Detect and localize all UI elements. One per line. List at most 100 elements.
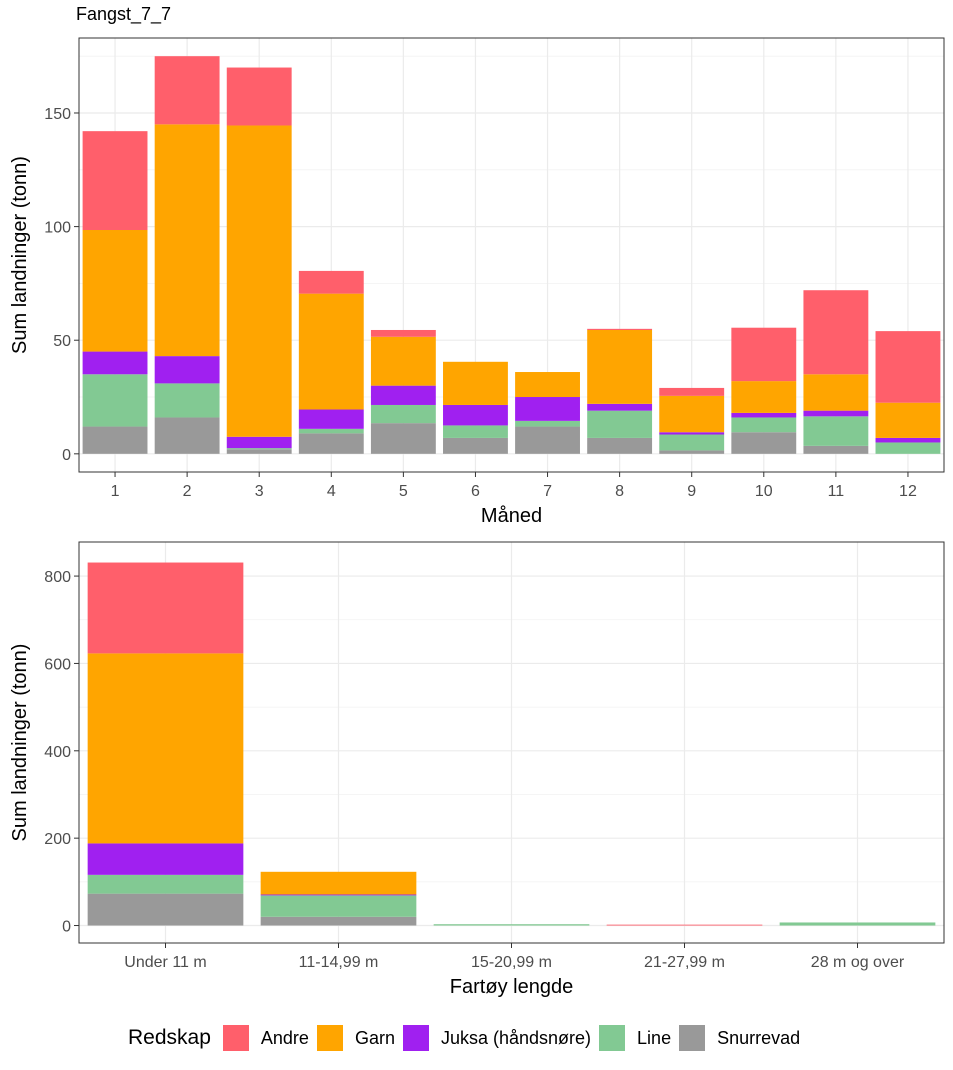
bar-segment-andre-2 (154, 56, 220, 125)
bar-segment-garn-6 (443, 361, 508, 405)
bar-segment-garn-under-11-m (87, 653, 244, 844)
x-tick-label: 1 (111, 483, 120, 500)
x-axis-label: Måned (481, 505, 542, 527)
legend-label-juksa: Juksa (håndsnøre) (440, 1027, 592, 1048)
x-tick-label: 4 (327, 483, 336, 500)
legend-item-juksa: Juksa (håndsnøre) (402, 1025, 592, 1051)
bar-segment-juksa-h-ndsn-re-7 (515, 397, 580, 421)
bar-segment-line-under-11-m (87, 874, 244, 894)
x-tick-label: 11 (828, 483, 845, 500)
legend-swatch-juksa (402, 1025, 429, 1051)
legend-label-garn: Garn (354, 1027, 395, 1048)
bar-segment-snurrevad-7 (515, 426, 580, 454)
x-tick-label: 9 (687, 483, 696, 500)
bar-segment-juksa-h-ndsn-re-4 (298, 409, 364, 429)
bar-segment-line-7 (515, 420, 580, 427)
bar-segment-line-11 (803, 416, 869, 446)
legend-swatch-snurrevad (679, 1025, 706, 1051)
x-tick-label: 7 (543, 483, 552, 500)
panel-border (78, 37, 945, 473)
bar-segment-juksa-h-ndsn-re-11-14-99-m (260, 894, 417, 896)
bar-segment-juksa-h-ndsn-re-10 (731, 412, 797, 418)
bar-segment-line-5 (370, 404, 436, 424)
x-axis-label: Fartøy lengde (450, 976, 573, 998)
bar-segment-juksa-h-ndsn-re-2 (154, 356, 220, 384)
bar-segment-garn-3 (226, 125, 292, 437)
bar-segment-garn-12 (875, 402, 941, 438)
bar-segment-juksa-h-ndsn-re-under-11-m (87, 843, 244, 875)
x-tick-label: 15-20,99 m (471, 954, 552, 971)
bar-segment-snurrevad-2 (154, 417, 220, 454)
bar-segment-garn-4 (298, 293, 364, 410)
x-tick-label: 5 (399, 483, 408, 500)
bar-segment-garn-8 (587, 329, 653, 404)
bar-segment-andre-1 (82, 131, 148, 231)
bar-segment-andre-11 (803, 290, 869, 375)
bar-segment-line-2 (154, 383, 220, 418)
bar-segment-snurrevad-4 (298, 433, 364, 454)
legend-item-line: Line (599, 1025, 671, 1051)
bar-segment-garn-7 (515, 372, 580, 398)
bar-segment-garn-10 (731, 381, 797, 413)
y-tick-label: 600 (44, 656, 71, 673)
legend-label-line: Line (637, 1027, 672, 1048)
bar-segment-snurrevad-6 (443, 437, 508, 454)
legend-swatch-garn (316, 1025, 343, 1051)
y-tick-label: 400 (44, 744, 71, 761)
bar-segment-garn-1 (82, 230, 148, 352)
y-tick-label: 0 (62, 919, 71, 936)
y-tick-label: 100 (44, 220, 71, 237)
bar-segment-line-10 (731, 417, 797, 433)
bar-segment-juksa-h-ndsn-re-6 (443, 404, 508, 426)
bar-segment-andre-10 (731, 327, 797, 382)
x-tick-label: 6 (471, 483, 480, 500)
bar-segment-juksa-h-ndsn-re-5 (370, 385, 436, 405)
y-axis-label: Sum landninger (tonn) (9, 156, 31, 354)
x-tick-label: Under 11 m (124, 954, 206, 971)
bar-segment-garn-5 (370, 336, 436, 386)
legend-item-andre: Andre (222, 1025, 309, 1051)
bar-segment-line-4 (298, 428, 364, 434)
legend-title: Redskap (128, 1026, 211, 1049)
bar-segment-andre-9 (659, 387, 725, 396)
bar-segment-snurrevad-8 (587, 437, 653, 454)
bar-segment-line-11-14-99-m (260, 895, 417, 917)
bar-segment-line-9 (659, 434, 725, 451)
x-tick-label: 2 (183, 483, 192, 500)
plot-panel (79, 38, 944, 472)
bar-segment-andre-21-27-99-m (606, 924, 763, 926)
bar-segment-andre-under-11-m (87, 562, 244, 654)
legend-swatch-andre (222, 1025, 249, 1051)
y-tick-label: 50 (53, 333, 71, 350)
bar-segment-snurrevad-11 (803, 445, 869, 454)
bar-segment-snurrevad-5 (370, 423, 436, 454)
bar-segment-andre-8 (587, 328, 653, 330)
bar-segment-andre-4 (298, 270, 364, 294)
y-tick-label: 800 (44, 569, 71, 586)
x-tick-label: 11-14,99 m (299, 954, 379, 971)
bar-segment-juksa-h-ndsn-re-9 (659, 432, 725, 435)
legend-label-snurrevad: Snurrevad (717, 1027, 801, 1048)
bar-segment-line-3 (226, 448, 292, 450)
bar-segment-line-1 (82, 374, 148, 427)
bar-segment-juksa-h-ndsn-re-3 (226, 436, 292, 449)
legend-label-andre: Andre (260, 1027, 309, 1048)
bar-segment-garn-9 (659, 395, 725, 433)
y-tick-label: 150 (44, 106, 71, 123)
bar-segment-line-15-20-99-m (433, 924, 590, 926)
bar-segment-snurrevad-1 (82, 426, 148, 454)
legend: Redskap Andre Garn Juksa (håndsnøre) Lin… (128, 1020, 808, 1056)
y-tick-label: 200 (44, 831, 71, 848)
x-tick-label: 8 (615, 483, 624, 500)
x-tick-label: 3 (255, 483, 264, 500)
bar-segment-garn-2 (154, 124, 220, 357)
bar-segment-line-6 (443, 425, 508, 438)
bar-segment-snurrevad-9 (659, 450, 725, 454)
x-tick-label: 21-27,99 m (644, 954, 725, 971)
bar-segment-snurrevad-3 (226, 449, 292, 454)
bar-segment-line-8 (587, 410, 653, 438)
x-tick-label: 28 m og over (811, 954, 905, 971)
chart-by-vessel-length: 0 200 400 600 800 Under 11 m 11-14,99 m 15-20,9… (9, 541, 945, 998)
bar-segment-andre-5 (370, 329, 436, 337)
